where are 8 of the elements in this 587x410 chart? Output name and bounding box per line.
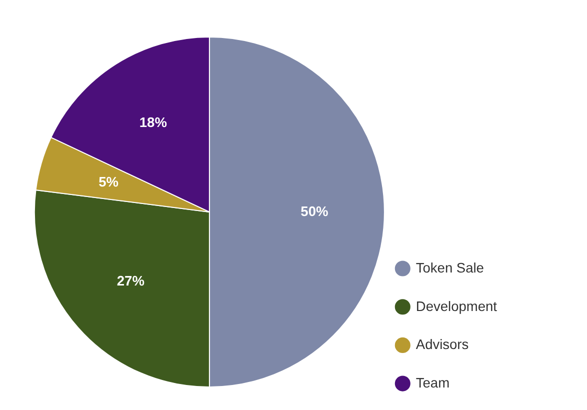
data-label: 18% xyxy=(139,115,167,130)
legend-label: Token Sale xyxy=(416,260,484,276)
legend-label: Development xyxy=(416,298,498,314)
legend-label: Advisors xyxy=(416,337,469,352)
legend-label: Team xyxy=(416,375,450,390)
data-label: 5% xyxy=(98,174,119,190)
data-label: 50% xyxy=(300,204,328,219)
data-label: 27% xyxy=(116,273,144,288)
